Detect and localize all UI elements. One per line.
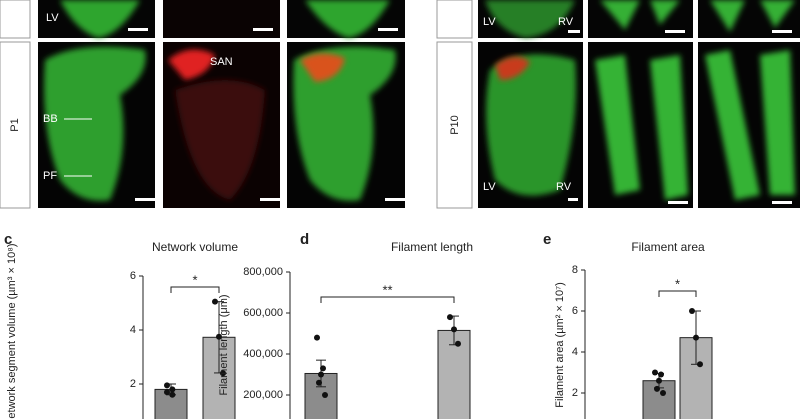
chart-title: Filament length: [391, 240, 473, 254]
scale-bar: [568, 30, 580, 33]
y-tick-label: 4: [130, 324, 136, 336]
row-label-box: [436, 0, 473, 39]
image-label: LV: [483, 181, 496, 193]
tissue: [305, 0, 390, 38]
image-label: PF: [43, 170, 57, 182]
scale-bar: [665, 30, 685, 33]
scale-bar: [378, 28, 398, 31]
significance: *: [192, 272, 197, 287]
data-point: [169, 391, 176, 398]
data-point: [320, 365, 326, 372]
image-label: BB: [43, 113, 58, 125]
tissue: [60, 0, 140, 38]
data-point: [216, 333, 222, 340]
chart-title: Network volume: [152, 240, 238, 254]
data-point: [658, 371, 664, 378]
data-point: [652, 369, 658, 376]
data-point: [316, 379, 322, 386]
y-tick-label: 4: [572, 346, 578, 358]
tissue: [44, 46, 146, 201]
chart-title: Filament area: [631, 240, 705, 254]
tissue: [293, 46, 396, 201]
row-label-box: [436, 41, 473, 209]
image: [163, 0, 280, 38]
significance-bracket: [320, 296, 455, 303]
scale-bar: [253, 28, 273, 31]
data-point: [693, 334, 699, 341]
panel-label: d: [300, 231, 309, 248]
image-label: LV: [46, 12, 59, 24]
image-label: LV: [483, 16, 496, 28]
microscopy-panels: LV P1 SAN BB PF LV RV P10: [0, 0, 800, 209]
tissue: [600, 0, 680, 30]
y-tick-label: 400,000: [243, 348, 283, 360]
panel-label: c: [4, 231, 12, 248]
data-point: [689, 308, 695, 314]
scale-bar: [385, 198, 405, 201]
significance-bracket: [658, 290, 697, 297]
tissue: [175, 80, 265, 200]
data-point: [220, 370, 226, 377]
scale-bar: [260, 198, 280, 201]
significance: *: [675, 276, 680, 291]
y-tick-label: 2: [572, 387, 578, 399]
row-label-box: [0, 0, 31, 39]
data-point: [451, 326, 457, 333]
tissue: [495, 56, 530, 80]
data-point: [318, 371, 324, 378]
image-label: RV: [558, 16, 574, 28]
tissue: [595, 55, 688, 200]
tissue: [485, 0, 575, 38]
data-point: [654, 385, 660, 392]
data-point: [447, 314, 453, 321]
row-label: P1: [9, 118, 21, 131]
scale-bar: [772, 201, 792, 204]
bar: [437, 329, 471, 419]
data-point: [697, 361, 703, 368]
data-point: [169, 386, 176, 393]
y-tick-label: 800,000: [243, 266, 283, 278]
y-axis-label: Filament area (µm² × 10⁷): [554, 282, 566, 408]
tissue: [705, 50, 795, 200]
data-point: [660, 390, 666, 396]
data-point: [164, 382, 170, 389]
scale-bar: [568, 198, 578, 201]
tissue: [486, 54, 576, 196]
y-tick-label: 8: [572, 264, 578, 276]
y-tick-label: 600,000: [243, 307, 283, 319]
significance: **: [382, 282, 392, 297]
y-axis-label: Network segment volume (µm³ × 10⁸): [6, 243, 18, 419]
scale-bar: [128, 28, 148, 31]
tissue: [168, 49, 215, 80]
y-axis-label: Filament length (μm): [218, 294, 230, 395]
y-tick-label: 6: [572, 305, 578, 317]
row-label: P10: [449, 115, 461, 135]
y-tick-label: 2: [130, 378, 136, 390]
y-tick-label: 200,000: [243, 389, 283, 401]
tissue: [300, 53, 345, 82]
scale-bar: [135, 198, 155, 201]
data-point: [656, 377, 662, 384]
tissue: [710, 0, 795, 32]
panel-label: e: [543, 231, 551, 248]
image-label: RV: [556, 181, 572, 193]
data-point: [164, 389, 170, 396]
scale-bar: [668, 201, 688, 204]
row-label-box: [0, 41, 31, 209]
bar: [202, 336, 236, 419]
y-tick-label: 6: [130, 270, 136, 282]
scale-bar: [772, 30, 792, 33]
data-point: [212, 298, 218, 305]
data-point: [314, 334, 320, 341]
image-label: SAN: [210, 56, 233, 68]
data-point: [455, 340, 461, 347]
significance-bracket: [170, 286, 220, 293]
data-point: [322, 392, 328, 398]
